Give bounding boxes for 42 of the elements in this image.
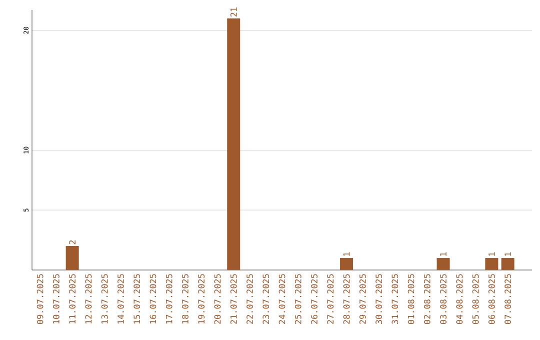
x-tick-label: 22.07.2025 [246,274,253,324]
data-label: 2 [69,240,76,244]
x-tick-label: 03.08.2025 [440,274,446,324]
bar [227,18,240,270]
x-tick-label: 20.07.2025 [214,274,221,324]
data-label: 1 [440,252,446,256]
x-tick-label: 30.07.2025 [376,274,382,324]
x-tick-label: 26.07.2025 [311,274,318,324]
x-tick-label: 25.07.2025 [294,274,302,324]
x-tick-label: 21.07.2025 [230,274,237,324]
x-tick-label: 02.08.2025 [424,274,430,324]
x-tick-label: 11.07.2025 [69,274,76,324]
x-tick-label: 28.07.2025 [343,274,350,324]
bar [485,258,498,270]
x-tick-label: 24.07.2025 [278,274,286,324]
x-tick-label: 04.08.2025 [456,274,463,324]
x-tick-label: 31.07.2025 [392,274,398,324]
x-tick-label: 06.08.2025 [488,274,495,324]
bar [436,258,450,270]
bar [501,258,514,270]
data-label: 1 [343,252,350,256]
x-tick-label: 17.07.2025 [166,274,172,324]
data-label: 1 [504,252,511,256]
x-tick-label: 10.07.2025 [52,274,60,324]
x-tick-label: 27.07.2025 [327,274,334,324]
x-tick-label: 16.07.2025 [150,274,156,324]
bar [66,246,79,270]
x-tick-label: 09.07.2025 [36,274,44,324]
x-tick-label: 19.07.2025 [198,274,205,324]
bar [340,258,354,270]
x-tick-label: 13.07.2025 [101,274,108,324]
x-tick-label: 18.07.2025 [182,274,188,324]
x-tick-label: 07.08.2025 [504,274,512,324]
x-tick-label: 15.07.2025 [134,274,140,324]
x-tick-label: 23.07.2025 [262,274,270,324]
x-tick-label: 14.07.2025 [118,274,124,324]
data-label: 1 [488,252,495,256]
x-tick-label: 01.08.2025 [408,274,414,324]
x-tick-label: 29.07.2025 [359,274,366,324]
data-label: 21 [230,8,237,17]
x-tick-label: 05.08.2025 [472,274,479,324]
x-tick-label: 12.07.2025 [85,274,92,324]
